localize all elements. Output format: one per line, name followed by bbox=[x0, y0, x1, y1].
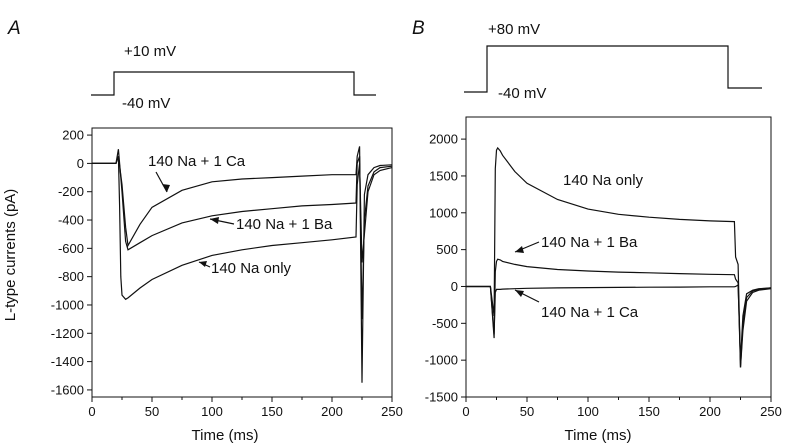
arrowhead-a-na bbox=[199, 261, 207, 267]
plot-frame-b bbox=[465, 116, 772, 398]
protocol-step-label-b: +80 mV bbox=[488, 21, 540, 38]
annotation-b-ba: 140 Na + 1 Ba bbox=[541, 234, 638, 251]
protocol-step-label-a: +10 mV bbox=[124, 43, 176, 60]
arrowhead-b-ba bbox=[515, 246, 524, 253]
x-tick-label-b: 100 bbox=[577, 404, 599, 419]
y-tick-label-b: 1500 bbox=[429, 168, 458, 183]
y-axis-label-a: L-type currents (pA) bbox=[2, 189, 19, 322]
x-tick-label-b: 0 bbox=[462, 404, 469, 419]
y-tick-label-b: 2000 bbox=[429, 132, 458, 147]
series-line-b-140-na-1-ca bbox=[466, 283, 772, 361]
x-tick-label-a: 0 bbox=[88, 404, 95, 419]
annotation-a-na: 140 Na only bbox=[211, 260, 292, 277]
protocol-trace-b bbox=[464, 45, 762, 93]
y-tick-label-a: 200 bbox=[62, 128, 84, 143]
series-line-a-140-na-1-ca bbox=[92, 146, 393, 383]
y-tick-label-a: -1200 bbox=[51, 326, 84, 341]
x-tick-label-a: 50 bbox=[145, 404, 159, 419]
x-tick-label-b: 200 bbox=[699, 404, 721, 419]
x-tick-label-a: 150 bbox=[261, 404, 283, 419]
x-tick-label-b: 250 bbox=[760, 404, 782, 419]
y-tick-label-b: 0 bbox=[451, 279, 458, 294]
y-tick-label-b: -1000 bbox=[425, 353, 458, 368]
y-tick-label-a: -1400 bbox=[51, 354, 84, 369]
protocol-hold-label-b: -40 mV bbox=[498, 85, 546, 102]
x-axis-label-a: Time (ms) bbox=[192, 427, 259, 444]
y-tick-label-a: -1600 bbox=[51, 382, 84, 397]
axes-b: 0 50 100 150 200 250 2000 1500 1000 500 0 -500 -1000… bbox=[425, 116, 782, 419]
y-tick-label-b: -500 bbox=[432, 316, 458, 331]
traces-a bbox=[92, 146, 393, 383]
y-tick-label-b: -1500 bbox=[425, 390, 458, 405]
chart-b: 0 50 100 150 200 250 2000 1500 1000 500 0 -500 -1000… bbox=[425, 116, 782, 444]
series-line-a-140-na-only bbox=[92, 156, 393, 301]
annotation-b-na: 140 Na only bbox=[563, 172, 644, 189]
arrowhead-a-ca bbox=[162, 184, 170, 192]
arrowhead-a-ba bbox=[210, 217, 219, 224]
chart-a: 0 50 100 150 200 250 200 0 -200 -400 -600 -800 -1000… bbox=[2, 127, 403, 444]
panel-letter-a: A bbox=[7, 18, 21, 39]
y-tick-label-a: -800 bbox=[58, 269, 84, 284]
y-tick-label-a: -400 bbox=[58, 213, 84, 228]
axes-a: 0 50 100 150 200 250 200 0 -200 -400 -600 -800 -1000… bbox=[51, 127, 403, 419]
annotation-a-ba: 140 Na + 1 Ba bbox=[236, 216, 333, 233]
y-tick-label-a: -1000 bbox=[51, 297, 84, 312]
annotation-a-ca: 140 Na + 1 Ca bbox=[148, 153, 246, 170]
arrowhead-b-ca bbox=[515, 290, 524, 297]
series-line-a-140-na-1-ba bbox=[92, 149, 393, 320]
y-tick-label-a: 0 bbox=[77, 156, 84, 171]
y-tick-label-a: -600 bbox=[58, 241, 84, 256]
x-tick-label-a: 200 bbox=[321, 404, 343, 419]
x-tick-label-b: 150 bbox=[638, 404, 660, 419]
voltage-protocol-b: +80 mV -40 mV bbox=[464, 21, 762, 102]
traces-b bbox=[466, 146, 772, 368]
y-tick-label-b: 1000 bbox=[429, 205, 458, 220]
x-axis-label-b: Time (ms) bbox=[565, 427, 632, 444]
annotation-b-ca: 140 Na + 1 Ca bbox=[541, 304, 639, 321]
x-tick-label-a: 100 bbox=[201, 404, 223, 419]
x-tick-label-a: 250 bbox=[381, 404, 403, 419]
voltage-protocol-a: +10 mV -40 mV bbox=[91, 43, 376, 112]
y-tick-label-a: -200 bbox=[58, 184, 84, 199]
y-tick-label-b: 500 bbox=[436, 242, 458, 257]
x-tick-label-b: 50 bbox=[520, 404, 534, 419]
annotations-a: 140 Na + 1 Ca 140 Na + 1 Ba 140 Na only bbox=[148, 153, 333, 277]
protocol-trace-a bbox=[91, 71, 376, 96]
protocol-hold-label-a: -40 mV bbox=[122, 95, 170, 112]
panel-letter-b: B bbox=[412, 18, 425, 39]
annotations-b: 140 Na only 140 Na + 1 Ba 140 Na + 1 Ca bbox=[514, 172, 644, 321]
